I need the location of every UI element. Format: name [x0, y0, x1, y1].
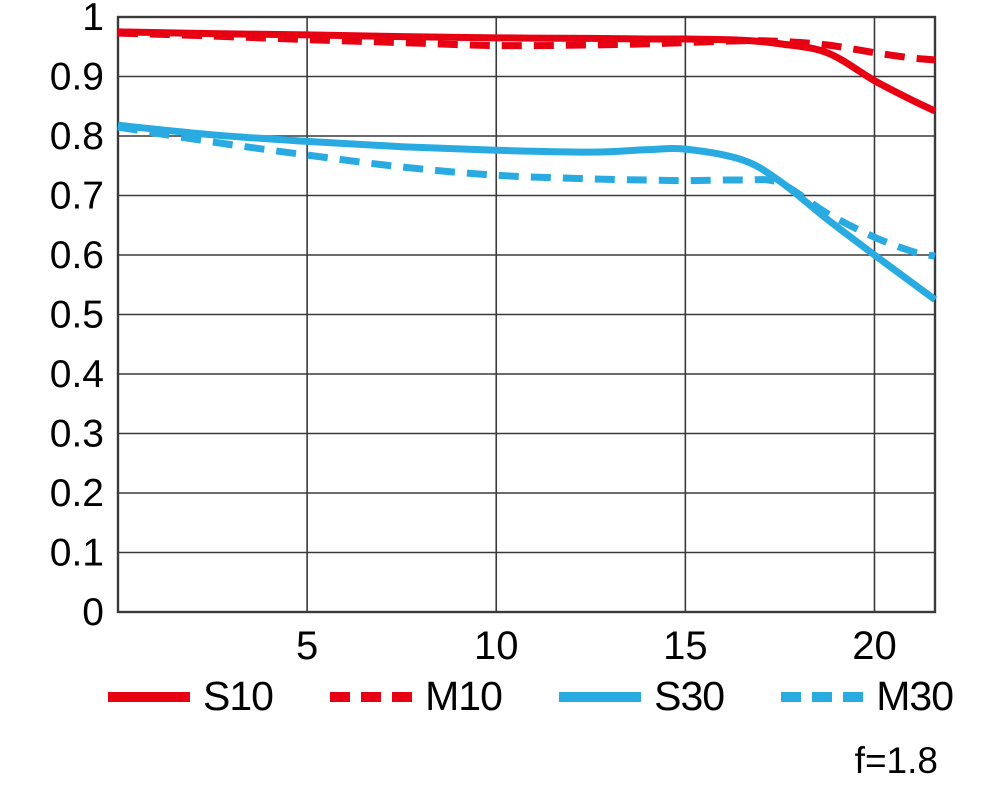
y-tick-label: 0.2	[50, 472, 104, 515]
y-tick-label: 0	[82, 591, 104, 634]
x-tick-label: 20	[852, 624, 897, 668]
y-tick-label: 0.3	[50, 413, 104, 456]
y-tick-label: 0.5	[50, 294, 104, 337]
legend-item-s30: S30	[559, 673, 725, 719]
y-tick-label: 1	[82, 0, 104, 39]
series-s30-curve	[117, 121, 938, 303]
legend-item-s10: S10	[108, 673, 274, 719]
m10-dashed-line-sample	[330, 691, 413, 702]
legend-label-s10: S10	[203, 673, 274, 719]
y-tick-label: 0.8	[50, 115, 104, 158]
mtf-plot-svg: 00.10.20.30.40.50.60.70.80.915 10 15 20	[50, 0, 938, 668]
plot-border	[116, 15, 937, 614]
series-m10-curve	[117, 29, 936, 64]
y-tick-label: 0.1	[50, 532, 104, 575]
y-tick-label: 0.4	[50, 353, 104, 396]
x-tick-label: 10	[474, 624, 519, 668]
y-tick-label: 0.6	[50, 234, 104, 277]
series-s10-curve	[117, 28, 937, 115]
s30-solid-line-sample	[559, 691, 642, 702]
x-tick-label: 5	[296, 624, 318, 668]
m30-dashed-line-sample	[781, 691, 864, 702]
aperture-label: f=1.8	[854, 740, 938, 781]
legend: S10 M10 S30 M30	[108, 673, 954, 719]
legend-label-s30: S30	[654, 673, 725, 719]
y-tick-label: 0.9	[50, 56, 104, 99]
x-tick-label: 15	[663, 624, 708, 668]
legend-label-m10: M10	[425, 673, 503, 719]
legend-item-m30: M30	[781, 673, 954, 719]
s10-solid-line-sample	[108, 691, 190, 702]
legend-label-m30: M30	[876, 673, 954, 719]
series-m30-curve	[117, 123, 936, 260]
y-tick-label: 0.7	[50, 175, 104, 218]
legend-item-m10: M10	[330, 673, 503, 719]
